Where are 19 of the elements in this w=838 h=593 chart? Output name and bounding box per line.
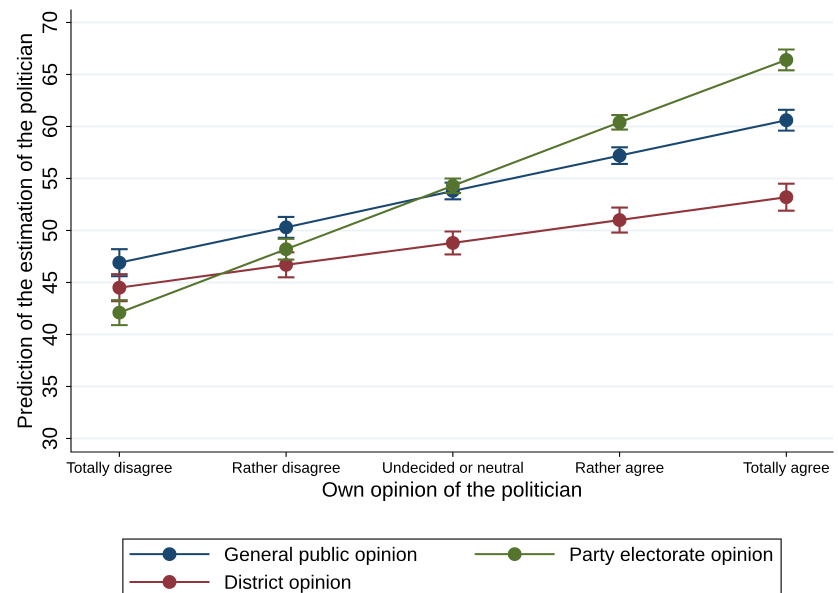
y-tick-label: 70 [42, 12, 58, 33]
legend-label: District opinion [226, 574, 350, 593]
x-tick-label: Rather agree [576, 462, 664, 476]
y-tick-label: 50 [42, 220, 58, 242]
x-axis-title: Own opinion of the politician [322, 482, 581, 501]
y-axis-title: Prediction of the estimation of the politician [16, 34, 36, 428]
y-tick-label: 40 [42, 324, 58, 346]
x-tick-label: Undecided or neutral [383, 462, 523, 473]
x-tick-label: Totally disagree [66, 462, 172, 476]
x-tick-label: Rather disagree [233, 462, 340, 476]
legend-label: Party electorate opinion [570, 546, 772, 565]
legend-label: General public opinion [224, 546, 416, 565]
y-tick-label: 30 [42, 428, 58, 450]
x-tick-label: Totally agree [743, 462, 829, 476]
y-tick-label: 35 [42, 376, 58, 398]
y-tick-label: 65 [42, 64, 58, 86]
y-tick-label: 60 [42, 116, 58, 138]
y-tick-label: 45 [42, 272, 58, 294]
y-tick-label: 55 [42, 168, 58, 190]
